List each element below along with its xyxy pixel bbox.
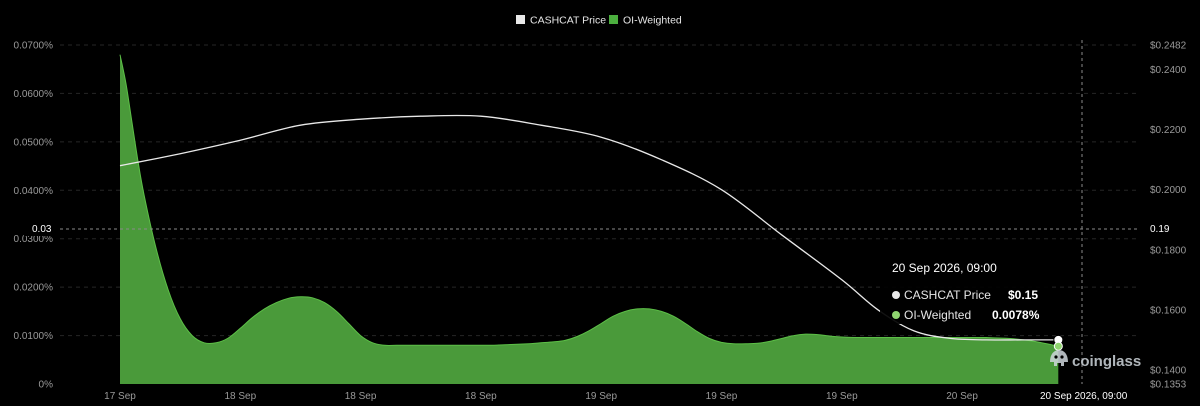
x-tick-label: 19 Sep: [585, 391, 617, 402]
legend-item-oi-weighted[interactable]: OI-Weighted: [609, 15, 682, 27]
y-right-tick-label: $0.1800: [1150, 245, 1187, 256]
tooltip-dot-cashcat-price: [892, 291, 900, 299]
crosshair-left-label: 0.03: [32, 224, 52, 235]
legend-item-cashcat-price[interactable]: CASHCAT Price: [516, 15, 606, 27]
crosshair: 0.03 0.19 20 Sep 2026, 09:00: [24, 40, 1170, 404]
x-axis: 17 Sep 18 Sep 18 Sep 18 Sep 19 Sep 19 Sep 19 S…: [104, 391, 978, 402]
y-left-tick-label: 0.0500%: [14, 137, 54, 148]
y-right-tick-label: $0.1400: [1150, 365, 1187, 376]
series-lines: [119, 114, 1059, 341]
crosshair-x-badge: [1034, 386, 1130, 404]
coinglass-logo-icon: [1050, 350, 1068, 366]
y-axis-right: $0.1353 $0.1400 $0.1600 $0.1800 $0.2000 $0.22…: [1150, 41, 1187, 391]
legend-swatch-cashcat-price: [516, 15, 525, 24]
y-right-tick-label: $0.2482: [1150, 41, 1187, 52]
crosshair-x-label: 20 Sep 2026, 09:00: [1040, 391, 1128, 402]
y-left-tick-label: 0.0400%: [14, 186, 54, 197]
tooltip-label-cashcat-price: CASHCAT Price: [904, 288, 991, 302]
tooltip-value-cashcat-price: $0.15: [1008, 288, 1038, 302]
x-tick-label: 18 Sep: [224, 391, 256, 402]
y-right-tick-label: $0.2200: [1150, 125, 1187, 136]
y-right-tick-label: $0.1600: [1150, 305, 1187, 316]
tooltip-label-oi-weighted: OI-Weighted: [904, 308, 971, 322]
y-left-tick-label: 0.0200%: [14, 283, 54, 294]
x-tick-label: 19 Sep: [706, 391, 738, 402]
y-right-tick-label: $0.1353: [1150, 380, 1187, 391]
legend[interactable]: CASHCAT Price OI-Weighted: [516, 15, 682, 27]
x-tick-label: 18 Sep: [345, 391, 377, 402]
y-axis-left: 0% 0.0100% 0.0200% 0.0300% 0.0400% 0.0500% 0.0…: [14, 41, 54, 391]
coinglass-watermark: coinglass: [1050, 350, 1141, 370]
hover-points: [1053, 334, 1064, 351]
grid-lines: [60, 44, 1140, 337]
tooltip-value-oi-weighted: 0.0078%: [992, 308, 1040, 322]
legend-label-oi-weighted: OI-Weighted: [623, 15, 682, 27]
tooltip-title: 20 Sep 2026, 09:00: [892, 261, 997, 275]
x-tick-label: 20 Sep: [946, 391, 978, 402]
crosshair-right-label: 0.19: [1150, 224, 1170, 235]
tooltip-dot-oi-weighted: [892, 311, 900, 319]
crosshair-left-badge: [24, 221, 60, 236]
y-left-tick-label: 0.0700%: [14, 41, 54, 52]
legend-swatch-oi-weighted: [609, 15, 618, 24]
y-left-tick-label: 0.0600%: [14, 89, 54, 100]
plot-area: [119, 54, 1059, 384]
y-right-tick-label: $0.2000: [1150, 185, 1187, 196]
y-right-tick-label: $0.2400: [1150, 65, 1187, 76]
series-edge-oi-weighted: [119, 54, 1059, 347]
x-tick-label: 17 Sep: [104, 391, 136, 402]
series-area-oi-weighted: [120, 54, 1059, 384]
y-left-tick-label: 0%: [39, 380, 54, 391]
legend-label-cashcat-price: CASHCAT Price: [530, 15, 606, 27]
tooltip: 20 Sep 2026, 09:00 CASHCAT Price $0.15 O…: [880, 252, 1048, 324]
hover-point-oi-weighted: [1053, 341, 1063, 351]
x-tick-label: 19 Sep: [826, 391, 858, 402]
series-line-cashcat-price: [119, 114, 1059, 341]
tooltip-box: [880, 252, 1048, 324]
watermark-text: coinglass: [1072, 353, 1141, 370]
x-tick-label: 18 Sep: [465, 391, 497, 402]
y-left-tick-label: 0.0100%: [14, 331, 54, 342]
y-left-tick-label: 0.0300%: [14, 234, 54, 245]
